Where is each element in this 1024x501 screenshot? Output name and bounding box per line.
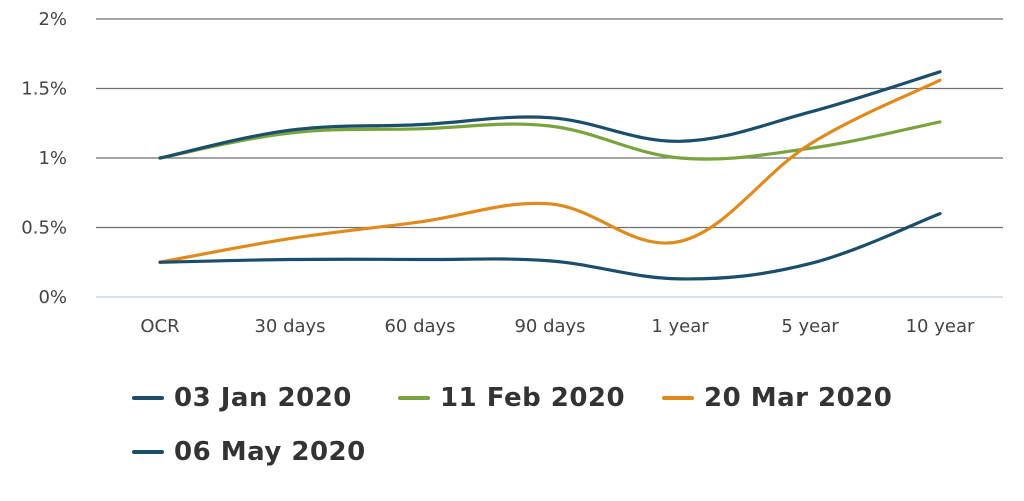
x-axis-ticks: OCR 30 days 60 days 90 days 1 year 5 year 10 y… — [140, 316, 975, 337]
y-axis-ticks: 0% 0.5% 1% 1.5% 2% — [21, 9, 67, 308]
series-lines — [158, 70, 942, 281]
series-line-11-feb-2020 — [158, 120, 942, 161]
y-tick-label: 0% — [38, 287, 67, 308]
y-tick-label: 1.5% — [21, 79, 67, 100]
legend-label: 03 Jan 2020 — [174, 383, 352, 413]
x-tick-label: 90 days — [514, 316, 585, 337]
legend-item: 03 Jan 2020 — [132, 383, 352, 413]
legend-label: 20 Mar 2020 — [704, 383, 893, 413]
legend-swatch — [398, 396, 430, 400]
legend-label: 11 Feb 2020 — [440, 383, 626, 413]
x-tick-label: 60 days — [384, 316, 455, 337]
series-line-20-mar-2020 — [158, 78, 942, 264]
legend-swatch — [132, 450, 164, 454]
x-tick-label: 10 year — [906, 316, 975, 337]
x-tick-label: 1 year — [651, 316, 709, 337]
legend-swatch — [132, 396, 164, 400]
series-line-03-jan-2020 — [158, 70, 942, 160]
legend-item: 06 May 2020 — [132, 437, 366, 467]
gridlines — [96, 18, 1003, 298]
x-tick-label: OCR — [140, 316, 179, 337]
legend-label: 06 May 2020 — [174, 437, 366, 467]
legend-item: 20 Mar 2020 — [662, 383, 892, 413]
y-tick-label: 1% — [38, 148, 67, 169]
legend-item: 11 Feb 2020 — [398, 383, 625, 413]
x-tick-label: 5 year — [781, 316, 839, 337]
x-tick-label: 30 days — [254, 316, 325, 337]
series-line-06-may-2020 — [158, 212, 942, 281]
legend-swatch — [662, 396, 694, 400]
y-tick-label: 0.5% — [21, 218, 67, 239]
y-tick-label: 2% — [38, 9, 67, 30]
